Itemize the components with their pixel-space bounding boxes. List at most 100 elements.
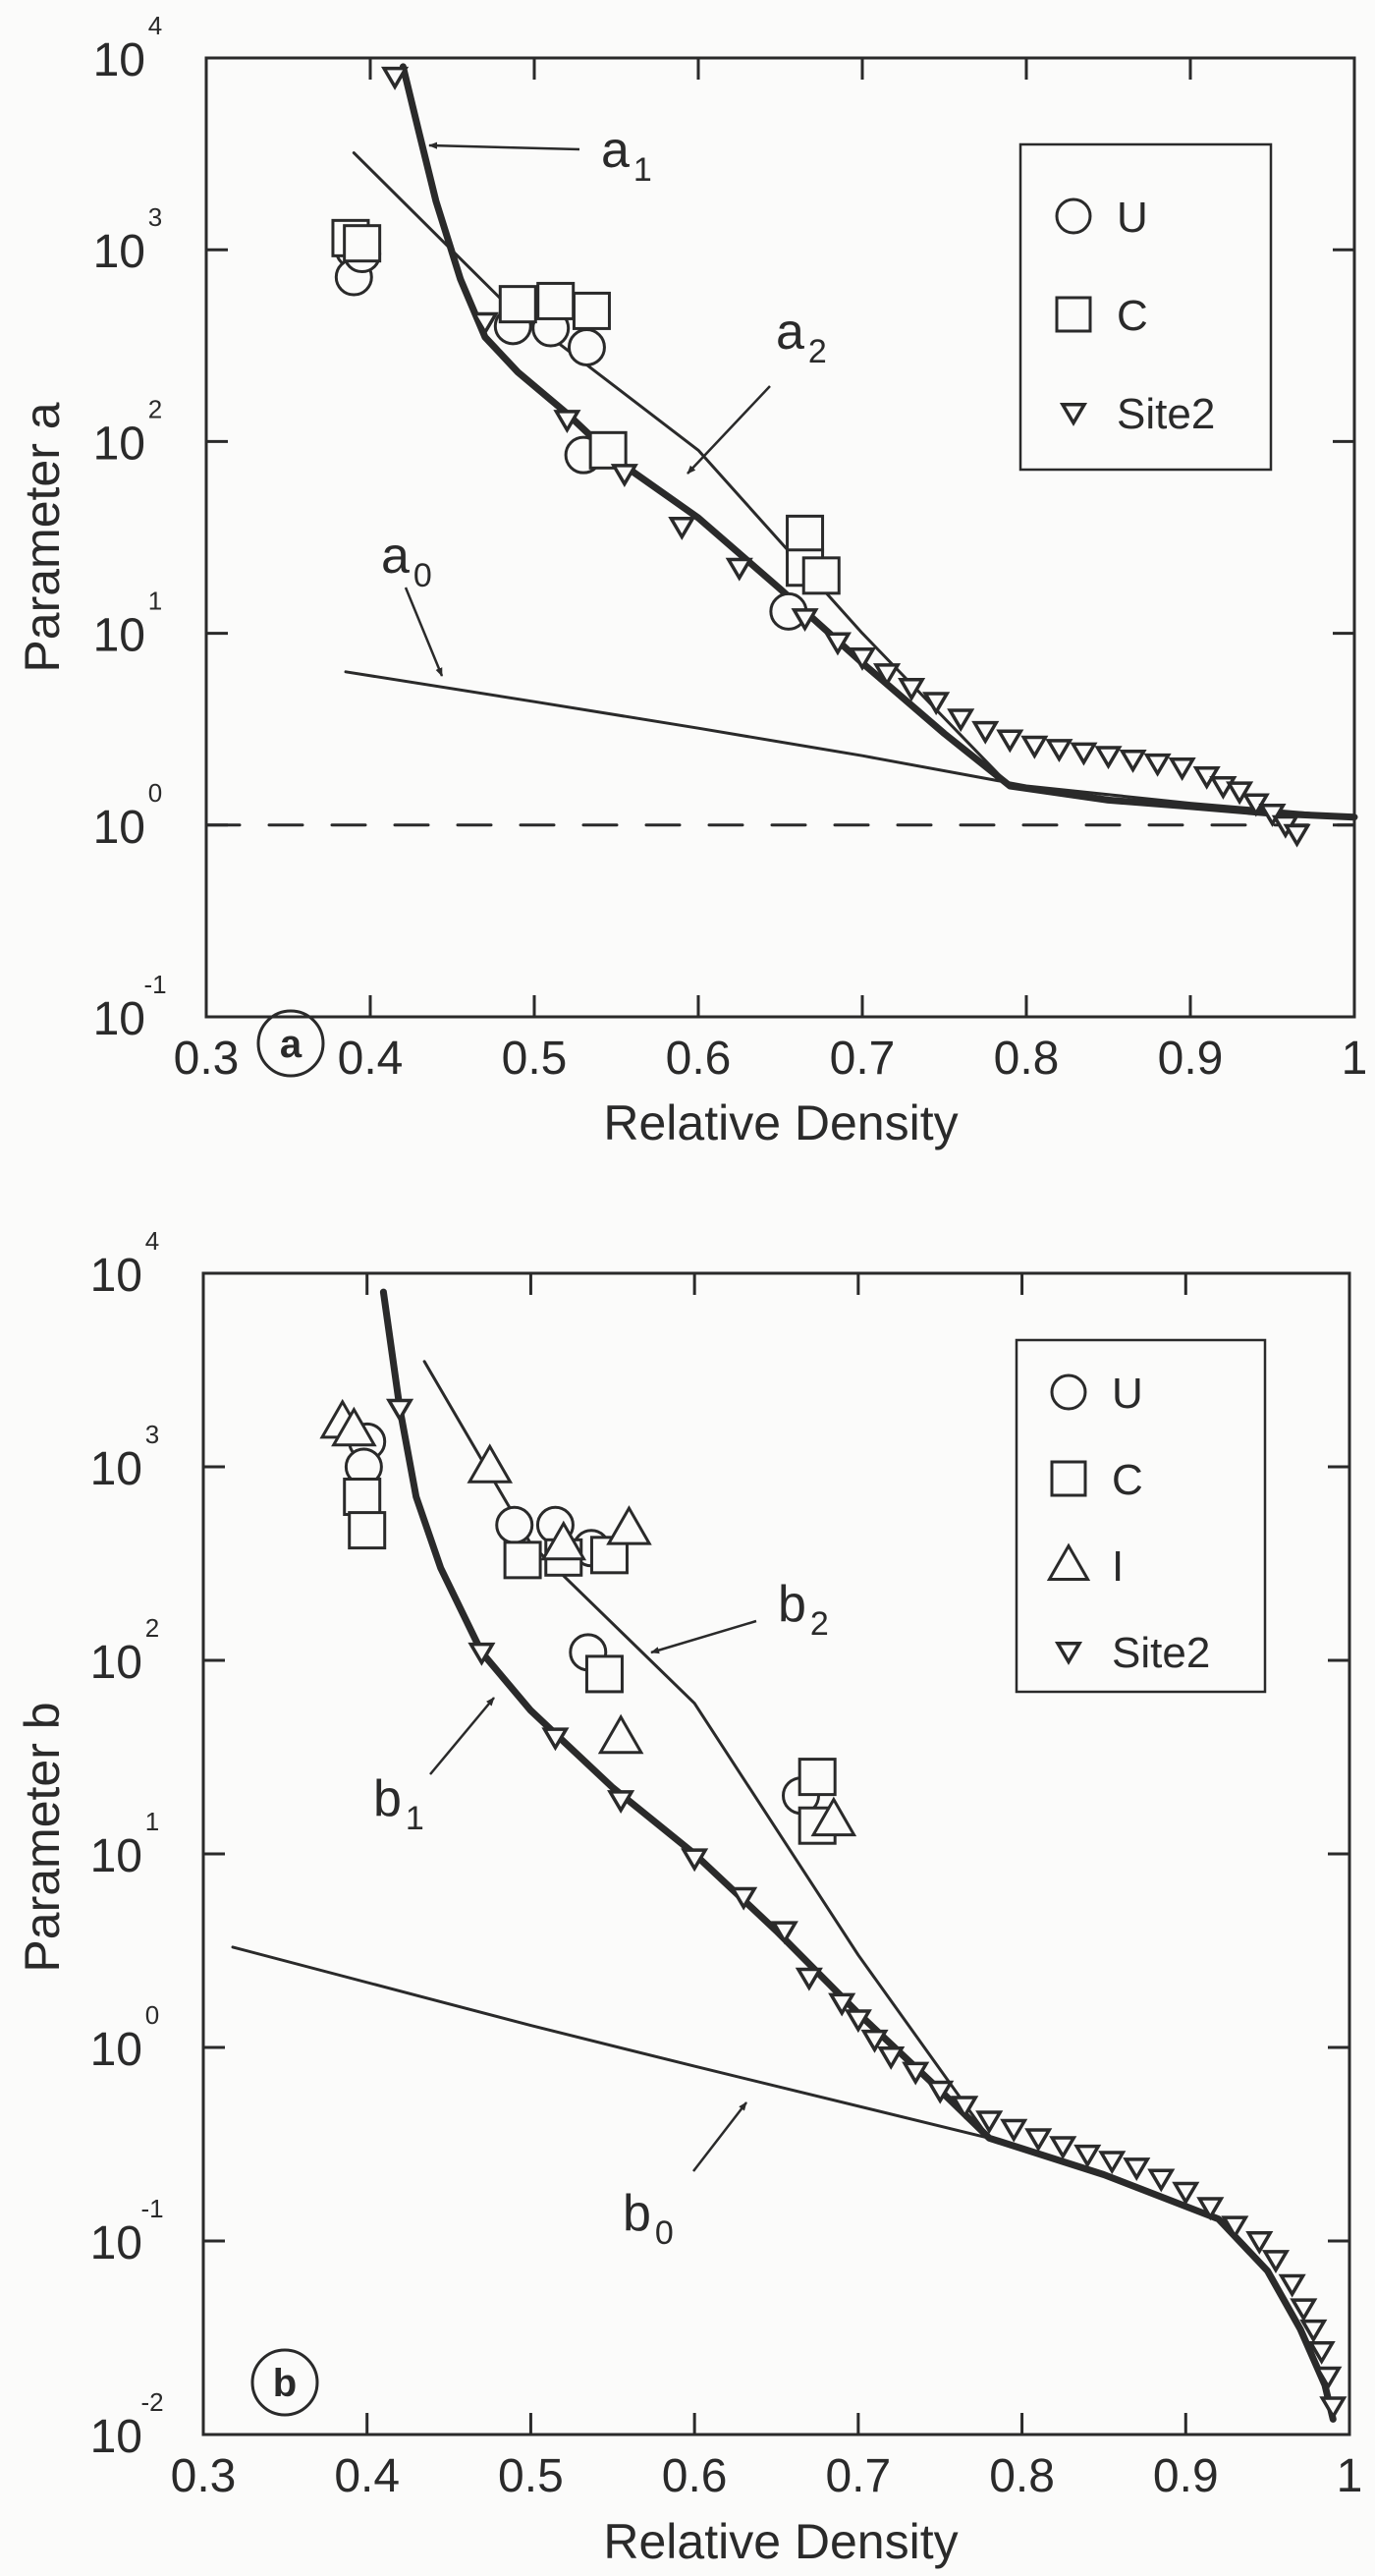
legend-label: C	[1112, 1456, 1143, 1504]
y-tick-label: 10	[93, 418, 145, 470]
triangle-down-marker	[1098, 2151, 1127, 2175]
panel-tag-b: b	[250, 2348, 319, 2417]
curve-a1	[399, 63, 1358, 821]
y-tick-label: 10	[90, 1443, 142, 1495]
triangle-down-marker	[926, 2080, 955, 2104]
triangle-down-marker	[1059, 403, 1088, 426]
triangle-down-marker	[795, 1967, 823, 1991]
triangle-down-marker	[898, 678, 926, 701]
y-tick-label: 10	[90, 1830, 142, 1882]
y-tick-exponent: 0	[145, 2000, 159, 2030]
triangle-up-marker	[597, 1713, 644, 1755]
y-tick-label: 10	[90, 2024, 142, 2076]
triangle-down-marker	[971, 720, 1000, 745]
x-tick-label: 0.9	[1158, 1033, 1224, 1085]
square-marker	[588, 430, 628, 470]
triangle-down-marker	[1147, 2168, 1176, 2193]
triangle-down-marker	[770, 1921, 798, 1945]
x-tick-label: 0.3	[174, 1033, 240, 1085]
triangle-down-marker	[1168, 757, 1196, 781]
x-tick-label: 0.4	[334, 2450, 400, 2502]
triangle-down-marker	[1283, 823, 1311, 848]
x-tick-label: 0.8	[989, 2450, 1055, 2502]
triangle-down-marker	[996, 729, 1024, 754]
annotation-arrow	[650, 1619, 757, 1654]
triangle-down-marker	[848, 646, 877, 671]
triangle-down-marker	[610, 464, 638, 487]
triangle-down-marker	[1226, 781, 1254, 806]
panel-b: 0.3 0.4 0.5 0.6 0.7 0.8 0.9 1 10410310210110010…	[15, 1226, 1362, 2569]
triangle-down-marker	[1261, 2250, 1291, 2273]
square-marker	[801, 556, 841, 595]
square-marker	[1050, 1460, 1087, 1497]
annotation-arrow	[404, 587, 444, 677]
y-tick-exponent: 3	[148, 202, 162, 232]
triangle-down-marker	[791, 608, 819, 633]
annotations-a: a 1 a 2 a 0	[381, 122, 827, 677]
x-tick-label: 0.6	[662, 2450, 728, 2502]
square-marker	[348, 1511, 387, 1550]
triangle-down-marker	[1119, 749, 1147, 773]
y-tick-exponent: -2	[140, 2387, 163, 2417]
y-tick-label: 10	[90, 1637, 142, 1689]
square-marker	[584, 1654, 624, 1694]
svg-text:b: b	[273, 2362, 297, 2405]
triangle-down-marker	[922, 692, 951, 716]
legend-label: U	[1112, 1370, 1143, 1418]
circle-marker	[1055, 197, 1092, 235]
annotation-arrow	[429, 1697, 495, 1775]
x-axis-title-a: Relative Density	[603, 1095, 958, 1150]
triangle-down-marker	[1319, 2396, 1348, 2421]
x-ticks-b: 0.3 0.4 0.5 0.6 0.7 0.8 0.9 1	[171, 1273, 1362, 2502]
triangle-down-marker	[1278, 2273, 1306, 2298]
y-axis-title-a: Parameter a	[15, 402, 70, 672]
triangle-down-marker	[1073, 2144, 1102, 2168]
y-tick-label: 10	[93, 993, 145, 1045]
triangle-down-marker	[1245, 2231, 1274, 2255]
triangle-down-marker	[828, 1992, 856, 2017]
triangle-down-marker	[553, 410, 581, 434]
y-tick-exponent: 2	[145, 1613, 159, 1643]
svg-text:a: a	[280, 1023, 302, 1066]
triangle-down-marker	[380, 66, 410, 90]
x-axis-title-b: Relative Density	[603, 2514, 958, 2569]
triangle-down-marker	[1123, 2157, 1151, 2181]
triangle-down-marker	[1094, 746, 1123, 770]
triangle-up-marker	[467, 1443, 514, 1484]
circle-marker	[1050, 1373, 1087, 1411]
legend-label: Site2	[1112, 1629, 1210, 1677]
curve-a0	[344, 670, 1356, 819]
square-marker	[536, 281, 576, 320]
triangle-down-marker	[947, 708, 975, 733]
legend-label: C	[1117, 292, 1148, 340]
triangle-down-marker	[725, 557, 753, 582]
y-tick-label: 10	[93, 610, 145, 662]
triangle-up-marker	[1046, 1542, 1091, 1581]
annotations-b: b 1 b 2 b 0	[373, 1576, 829, 2252]
triangle-down-marker	[1054, 1642, 1083, 1665]
x-tick-label: 0.4	[338, 1033, 404, 1085]
triangle-down-marker	[1070, 742, 1098, 766]
curve-b0	[231, 1945, 991, 2140]
plot-frame-a	[204, 56, 1356, 1019]
y-tick-exponent: 4	[145, 1226, 159, 1256]
x-tick-label: 0.5	[502, 1033, 568, 1085]
triangle-down-marker	[1020, 735, 1049, 759]
square-marker	[786, 514, 825, 553]
y-tick-label: 10	[90, 2217, 142, 2269]
square-marker	[343, 224, 382, 263]
triangle-down-marker	[1143, 753, 1172, 777]
y-tick-exponent: 1	[145, 1807, 159, 1836]
y-tick-label: 10	[93, 802, 145, 854]
triangle-down-marker	[872, 663, 902, 688]
triangle-up-marker	[606, 1505, 652, 1545]
panel-tag-a: a	[256, 1009, 325, 1078]
triangle-down-marker	[681, 1848, 709, 1873]
triangle-down-marker	[468, 1642, 496, 1666]
triangle-down-marker	[902, 2061, 930, 2086]
